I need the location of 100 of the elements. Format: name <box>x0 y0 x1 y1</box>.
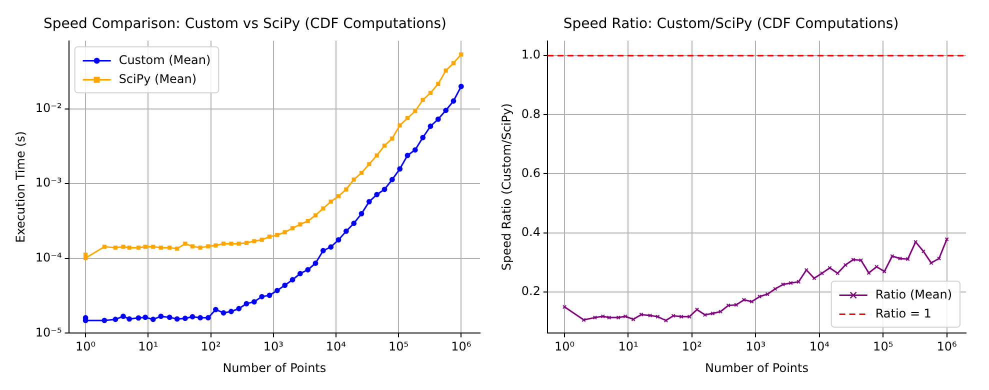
point <box>282 282 288 288</box>
point <box>382 144 387 148</box>
legend-label: SciPy (Mean) <box>118 72 197 86</box>
point <box>428 90 433 95</box>
point <box>236 242 241 246</box>
point <box>190 314 196 320</box>
y-axis-title: Speed Ratio (Custom/SciPy) <box>499 103 514 271</box>
point <box>260 238 264 242</box>
point <box>305 267 311 272</box>
point <box>374 192 380 198</box>
point <box>142 314 148 320</box>
y-tick-label: 10⁻³ <box>35 176 62 190</box>
point <box>702 312 708 317</box>
point <box>420 134 426 140</box>
chart-title: Speed Ratio: Custom/SciPy (CDF Computations) <box>563 16 899 32</box>
y-tick-label: 0.4 <box>521 224 540 239</box>
point <box>914 240 918 244</box>
point <box>679 314 684 319</box>
point <box>405 116 410 120</box>
point <box>336 237 342 243</box>
x-tick-label: 10⁴ <box>326 340 346 354</box>
point <box>450 98 456 104</box>
x-axis-title: Number of Points <box>705 360 808 375</box>
point <box>343 228 349 234</box>
point <box>671 314 676 318</box>
point <box>592 315 597 320</box>
point <box>921 249 926 254</box>
y-tick-label: 10⁻⁴ <box>35 250 62 265</box>
y-tick-label: 1.0 <box>521 48 540 62</box>
point <box>773 286 778 291</box>
point <box>251 299 257 304</box>
x-tick-label: 10¹ <box>618 340 638 354</box>
point <box>274 288 280 294</box>
point <box>267 234 272 239</box>
point <box>120 314 126 320</box>
point <box>648 313 652 318</box>
point <box>206 315 211 320</box>
point <box>275 233 280 238</box>
point <box>428 124 434 129</box>
point <box>656 314 660 319</box>
point <box>236 306 242 312</box>
x-tick-label: 10³ <box>746 340 766 354</box>
y-tick-label: 10⁻⁵ <box>35 325 62 340</box>
point <box>631 317 636 322</box>
point <box>390 136 394 141</box>
x-tick-label: 10² <box>200 340 221 354</box>
point <box>374 153 379 158</box>
point <box>112 316 118 322</box>
point <box>664 318 668 323</box>
point <box>328 200 333 204</box>
x-tick-label: 10⁶ <box>936 340 958 354</box>
point <box>812 276 816 280</box>
y-tick-label: 10⁻² <box>35 100 62 115</box>
point <box>366 198 372 204</box>
point <box>412 147 418 153</box>
point <box>687 314 692 319</box>
point <box>282 230 287 234</box>
x-axis-title: Number of Points <box>222 360 326 375</box>
point <box>213 306 218 312</box>
y-axis-title: Execution Time (s) <box>13 131 28 243</box>
point <box>244 240 249 245</box>
point <box>321 206 326 211</box>
x-tick-label: 10⁴ <box>809 340 830 354</box>
point <box>320 248 326 254</box>
point <box>765 292 770 296</box>
point <box>718 310 723 314</box>
point <box>182 316 188 322</box>
y-tick-label: 0.8 <box>521 106 540 121</box>
point <box>158 314 164 320</box>
point <box>694 308 700 312</box>
point <box>804 268 808 272</box>
point <box>136 246 141 250</box>
x-tick-label: 10⁵ <box>388 340 409 354</box>
point <box>351 220 357 226</box>
point <box>851 258 856 262</box>
point <box>398 123 402 128</box>
point <box>306 219 310 224</box>
point <box>898 256 902 261</box>
x-tick-label: 10³ <box>263 340 284 354</box>
point <box>443 108 449 114</box>
point <box>121 244 126 249</box>
point <box>734 302 738 307</box>
y-tick-label: 0.2 <box>521 284 540 298</box>
point <box>444 68 448 73</box>
point <box>244 300 250 306</box>
point <box>359 170 364 175</box>
point <box>150 316 156 322</box>
legend-label: Custom (Mean) <box>118 52 211 67</box>
point <box>190 244 195 248</box>
point <box>158 246 163 250</box>
point <box>266 292 272 298</box>
point <box>229 242 234 246</box>
point <box>297 270 303 276</box>
point <box>313 213 318 218</box>
point <box>352 178 356 182</box>
chart-title: Speed Comparison: Custom vs SciPy (CDF Computations) <box>44 16 446 32</box>
point <box>758 294 762 299</box>
point <box>113 246 118 250</box>
point <box>252 239 256 244</box>
point <box>143 244 148 249</box>
